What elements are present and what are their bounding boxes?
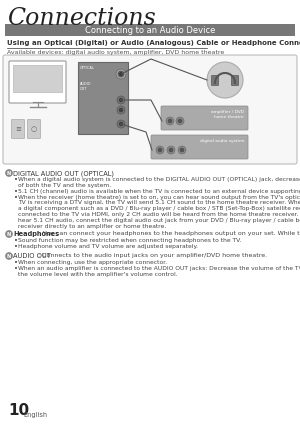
Circle shape [5,170,13,176]
FancyBboxPatch shape [161,106,248,130]
Circle shape [166,117,174,125]
Circle shape [119,98,123,102]
Circle shape [180,148,184,152]
Text: DIGITAL AUDIO OUT (OPTICAL): DIGITAL AUDIO OUT (OPTICAL) [13,170,114,176]
Text: OPTICAL: OPTICAL [80,66,95,70]
Circle shape [169,148,173,152]
Text: N: N [7,254,11,259]
Circle shape [207,62,243,98]
Circle shape [116,69,126,79]
Text: 10: 10 [8,403,29,418]
Bar [78,62,128,134]
Text: Sound function may be restricted when connecting headphones to the TV.: Sound function may be restricted when co… [18,238,242,243]
FancyBboxPatch shape [151,135,248,159]
Text: English: English [23,412,47,418]
Text: You can connect your headphones to the headphones output on your set. While the : You can connect your headphones to the h… [41,231,300,236]
Text: Headphones: Headphones [13,231,59,237]
Text: digital audio system: digital audio system [200,139,244,143]
Bar [13,65,62,92]
Circle shape [168,119,172,123]
Text: amplifier / DVD
home theatre: amplifier / DVD home theatre [211,110,244,119]
Text: ○: ○ [31,126,37,132]
Text: Using an Optical (Digital) or Audio (Analogous) Cable or Headphone Connection: Using an Optical (Digital) or Audio (Ana… [7,40,300,46]
Text: ≡: ≡ [15,126,21,132]
Text: •: • [14,195,18,201]
Circle shape [119,122,123,126]
FancyBboxPatch shape [212,76,218,85]
Circle shape [117,120,125,128]
Text: : Connects to the audio input jacks on your amplifier/DVD home theatre.: : Connects to the audio input jacks on y… [38,253,267,258]
Text: 5.1 CH (channel) audio is available when the TV is connected to an external devi: 5.1 CH (channel) audio is available when… [18,189,300,193]
Text: •: • [14,244,18,250]
Circle shape [167,146,175,154]
Circle shape [156,146,164,154]
Text: •: • [14,177,18,183]
Circle shape [119,108,123,112]
Circle shape [119,73,122,76]
Circle shape [158,148,162,152]
Text: Connections: Connections [7,6,156,29]
Circle shape [5,230,13,238]
Circle shape [178,146,186,154]
Text: Available devices: digital audio system, amplifier, DVD home theatre: Available devices: digital audio system,… [7,50,224,55]
Circle shape [118,71,124,77]
FancyBboxPatch shape [232,76,238,85]
Circle shape [176,117,184,125]
FancyBboxPatch shape [11,119,25,139]
Circle shape [5,252,13,260]
Text: Connecting to an Audio Device: Connecting to an Audio Device [85,26,215,34]
Text: When connecting, use the appropriate connector.: When connecting, use the appropriate con… [18,260,167,265]
Text: N: N [7,171,11,176]
Text: Headphone volume and TV volume are adjusted separately.: Headphone volume and TV volume are adjus… [18,244,198,249]
Text: AUDIO OUT: AUDIO OUT [13,253,51,259]
Text: AUDIO
OUT: AUDIO OUT [80,82,92,91]
FancyBboxPatch shape [28,119,40,139]
Circle shape [178,119,182,123]
FancyBboxPatch shape [9,61,66,103]
Text: When an audio amplifier is connected to the AUDIO OUT jacks: Decrease the volume: When an audio amplifier is connected to … [18,266,300,277]
FancyBboxPatch shape [3,55,297,164]
Text: N: N [7,232,11,237]
Text: •: • [14,260,18,266]
Circle shape [117,96,125,104]
Text: •: • [14,266,18,272]
Text: •: • [14,238,18,244]
Circle shape [117,106,125,114]
Text: When a digital audio system is connected to the DIGITAL AUDIO OUT (OPTICAL) jack: When a digital audio system is connected… [18,177,300,188]
Bar [5,24,295,36]
Text: •: • [14,189,18,195]
Text: When the receiver (home theatre) is set to on, you can hear sound output from th: When the receiver (home theatre) is set … [18,195,300,229]
